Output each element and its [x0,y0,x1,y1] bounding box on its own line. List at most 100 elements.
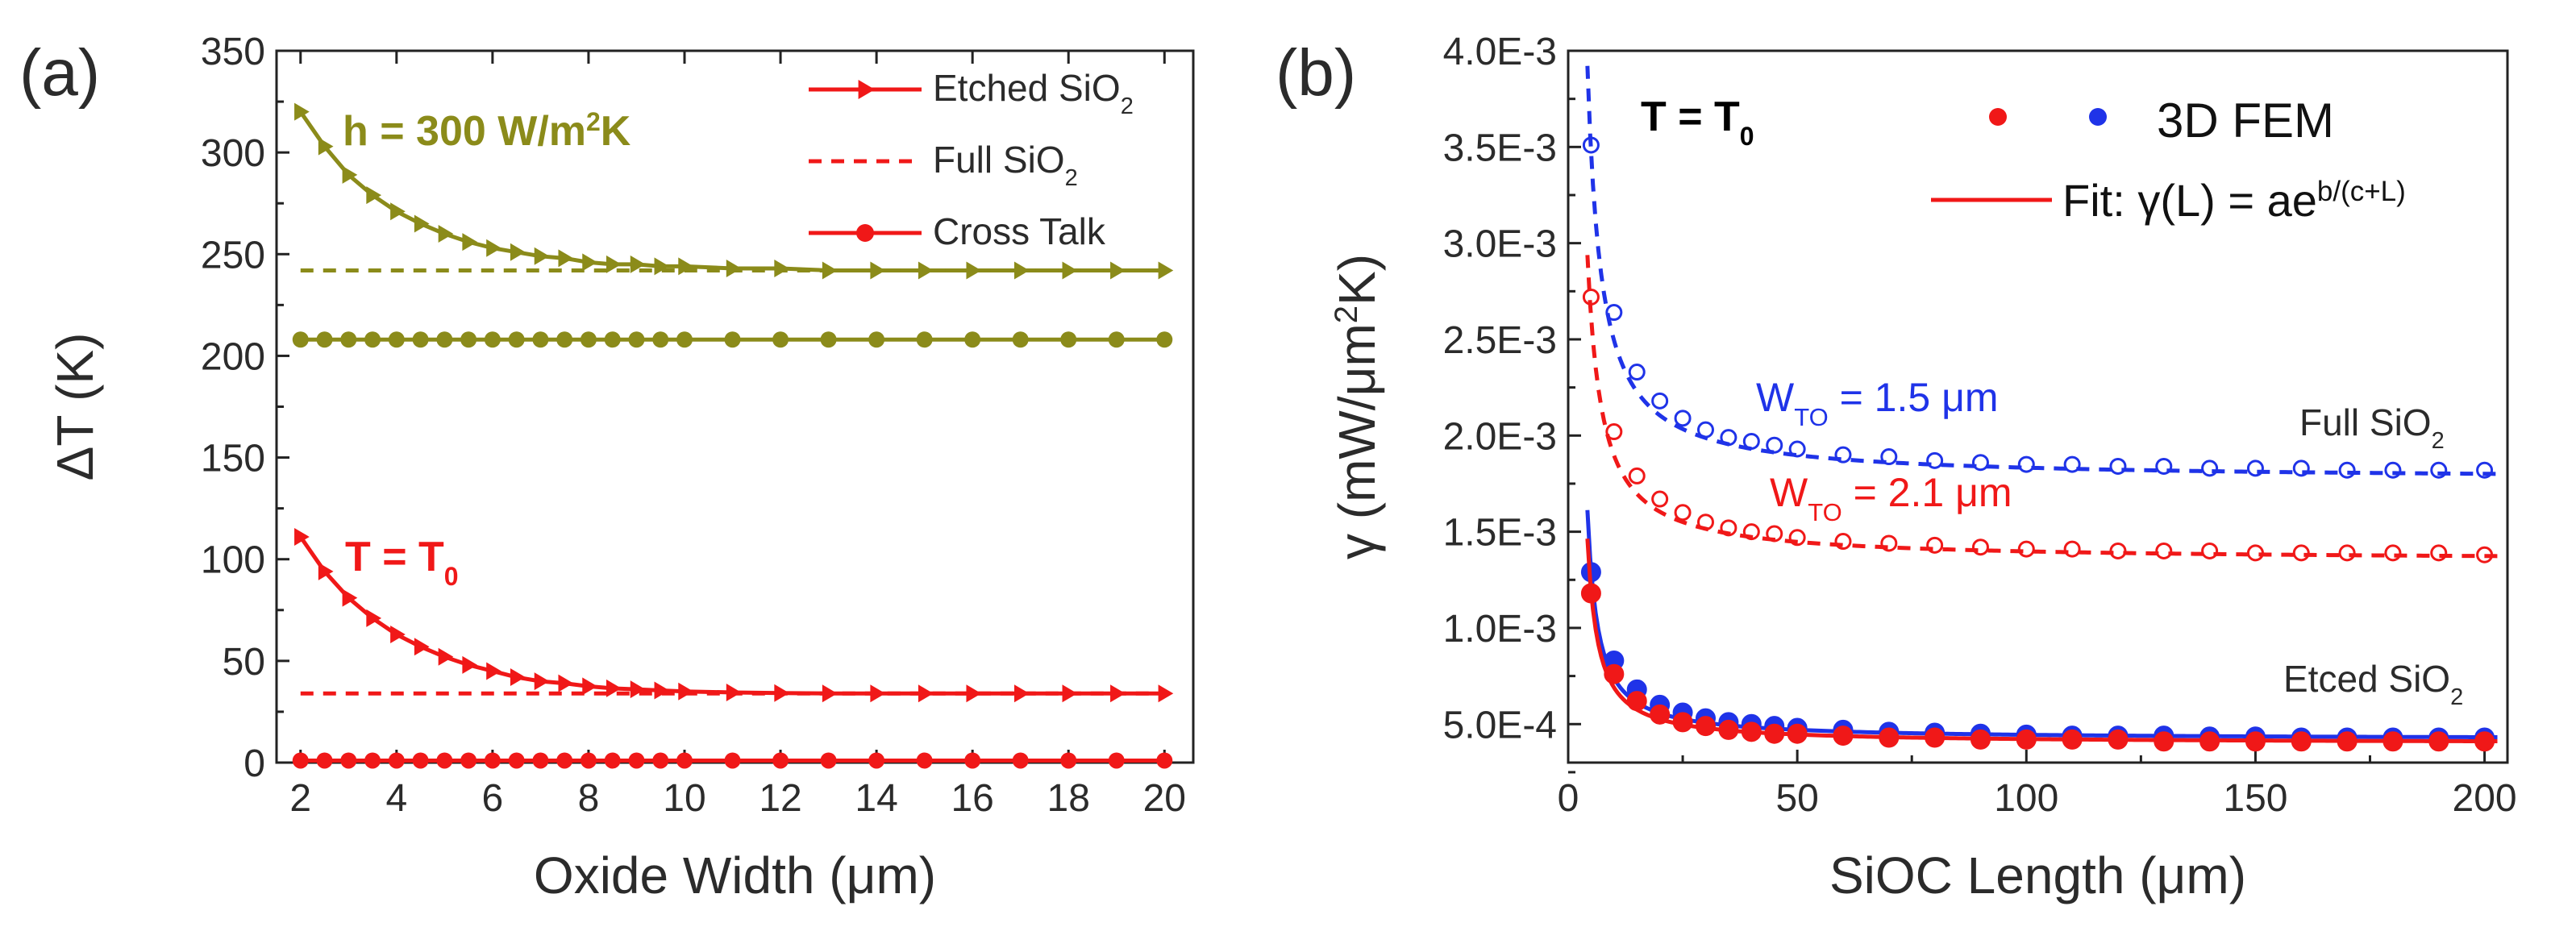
data-point [1158,261,1174,280]
data-point [1060,752,1077,769]
data-point [1156,331,1173,348]
x-tick-label-b: 150 [2223,777,2287,820]
data-point [438,225,454,243]
data-point [2246,459,2264,477]
y-axis-label-a: ΔT (K) [46,333,104,481]
legend-label-etched: Etched SiO2 [933,67,1134,119]
x-tick-label-a: 10 [663,777,705,820]
data-point [436,752,453,769]
data-point [628,331,645,348]
y-tick-label-a: 350 [201,31,265,73]
data-point [2430,544,2448,562]
data-point [486,662,501,680]
data-point [438,647,454,666]
data-point [510,243,526,261]
data-point [462,233,478,252]
y-tick-label-b: 1.5E-3 [1443,512,1557,555]
data-point [918,684,934,703]
data-point [534,672,550,691]
data-point [1651,490,1669,508]
data-point [1108,331,1125,348]
annotation-wto-1-5: WTO = 1.5 μm [1756,375,1999,431]
y-axis-label-b: γ (mW/μm2K) [1328,254,1386,559]
data-point [676,752,693,769]
series-a-5 [292,752,1173,769]
x-tick-label-a: 12 [759,777,801,820]
data-point [604,331,621,348]
data-point [292,752,309,769]
data-point [1834,533,1852,551]
data-point [654,257,670,276]
data-point [414,214,430,233]
annotation-h-300: h = 300 W/m2K [343,107,631,155]
data-point [532,752,549,769]
data-point [508,752,525,769]
legend-marker-fem-red [1989,108,2007,126]
panel-b-label: (b) [1276,36,1356,110]
data-point [1012,752,1029,769]
data-point [820,331,837,348]
data-point [582,253,597,272]
y-tick-label-b: 3.5E-3 [1443,127,1557,169]
annotation-t-t0-b: T = T0 [1641,94,1754,151]
data-point [390,626,406,644]
y-tick-label-a: 150 [201,438,265,480]
data-point [678,682,693,701]
data-point [532,331,549,348]
legend-marker-etched [858,80,875,99]
data-point [2109,457,2127,475]
annotation-wto-2-1: WTO = 2.1 μm [1770,470,2012,526]
data-point [966,261,982,280]
data-point [868,752,885,769]
data-point [1060,331,1077,348]
data-point [606,679,622,697]
series-b-0 [1582,136,2494,479]
data-point [1766,436,1783,454]
data-point [1605,423,1623,441]
data-point [1880,534,1898,552]
data-point [916,331,933,348]
data-point [342,588,358,607]
annotation-t-t0: T = T0 [345,534,459,591]
x-tick-label-b: 100 [1994,777,2058,820]
data-point [508,331,525,348]
data-point [2017,540,2035,558]
legend-label-cross: Cross Talk [933,210,1106,252]
data-point [918,261,934,280]
data-point [1628,467,1646,484]
data-point [2292,459,2310,477]
legend-label-fit: Fit: γ(L) = aeb/(c+L) [2062,175,2406,226]
annotation-etced-sio2: Etced SiO2 [2283,658,2463,710]
data-point [652,331,669,348]
data-point [2201,542,2219,559]
data-point [292,331,309,348]
x-tick-label-a: 6 [482,777,504,820]
data-point [580,331,597,348]
data-point [460,331,477,348]
x-tick-label-b: 200 [2453,777,2517,820]
data-point [1651,392,1669,410]
x-tick-label-a: 20 [1143,777,1186,820]
data-point [460,752,477,769]
series-b-7 [1585,538,2498,744]
data-point [294,102,310,121]
data-point [388,331,405,348]
panel-a-label: (a) [19,36,100,110]
data-point [966,684,982,703]
data-point [964,752,981,769]
legend-a: Etched SiO2 Full SiO2 Cross Talk [809,67,1134,252]
y-tick-label-b: 1.0E-3 [1443,608,1557,651]
data-point [868,331,885,348]
data-point [318,562,334,580]
fit-curve [1585,65,2498,476]
data-point [556,331,573,348]
x-tick-label-b: 0 [1558,777,1579,820]
data-point [580,752,597,769]
data-point [316,331,333,348]
data-point [1788,529,1806,547]
x-tick-label-a: 14 [855,777,897,820]
data-point [1834,446,1852,464]
data-point [724,752,741,769]
data-point [364,331,381,348]
